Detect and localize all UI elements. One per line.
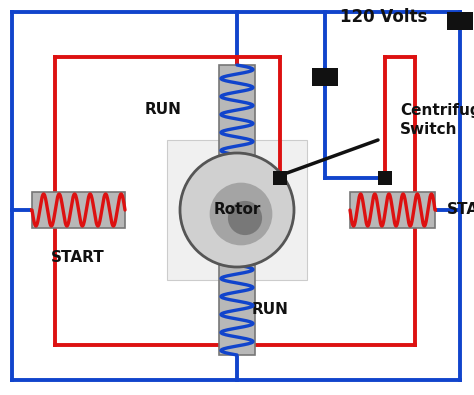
Circle shape	[180, 153, 294, 267]
Bar	[219, 65, 255, 155]
Bar	[378, 171, 392, 185]
Text: START: START	[447, 203, 474, 218]
Text: RUN: RUN	[145, 102, 182, 117]
Bar	[32, 192, 125, 228]
Text: 120 Volts: 120 Volts	[340, 8, 428, 26]
Text: Rotor: Rotor	[213, 203, 261, 218]
Bar	[312, 68, 338, 86]
Bar	[350, 192, 435, 228]
Circle shape	[210, 182, 273, 245]
Circle shape	[228, 201, 262, 235]
Bar	[219, 265, 255, 355]
Text: START: START	[51, 250, 105, 265]
Text: Centrifugal
Switch: Centrifugal Switch	[400, 103, 474, 137]
Text: RUN: RUN	[252, 303, 289, 318]
Bar	[447, 12, 473, 30]
Bar	[167, 140, 307, 280]
Bar	[273, 171, 287, 185]
